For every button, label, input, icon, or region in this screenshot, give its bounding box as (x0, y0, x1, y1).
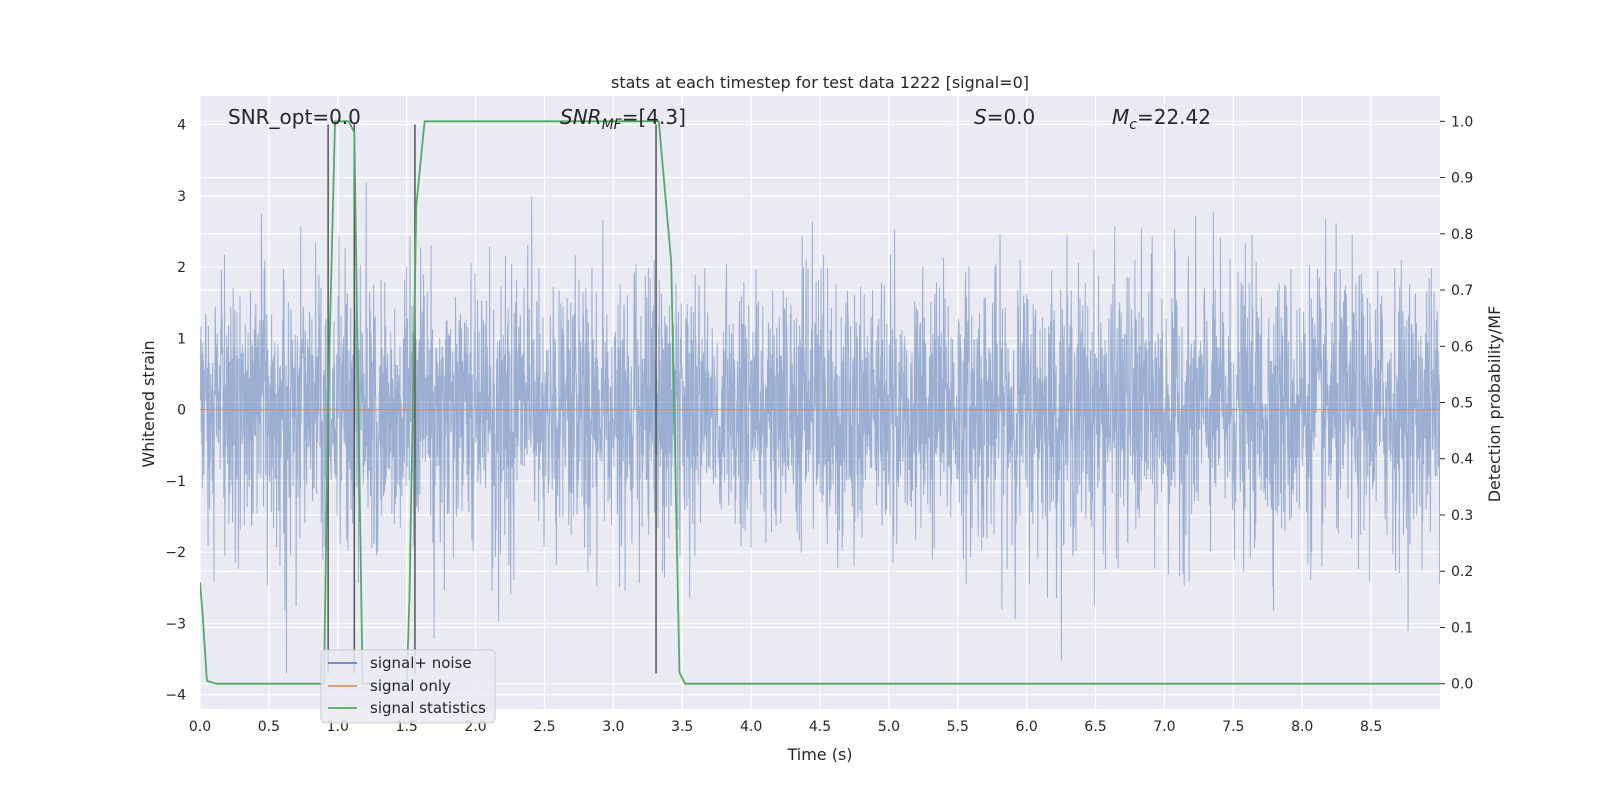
x-tick-label-4-0: 4.0 (740, 719, 762, 735)
y2-axis-ticks: 1.0 0.9 0.8 0.7 0.6 0.5 0.4 0.3 0.2 0.1 0.0 (1440, 114, 1473, 693)
y-tick-label-3: 3 (177, 189, 186, 205)
x-tick-label-4-5: 4.5 (809, 719, 831, 735)
y2-tick-label-0-5: 0.5 (1451, 396, 1473, 412)
x-axis-label: Time (s) (786, 745, 852, 764)
annotation-mc-name: M (1112, 105, 1129, 129)
y-axis-ticks: 4 3 2 1 0 −1 −2 −3 −4 (165, 118, 186, 704)
x-tick-label-7-5: 7.5 (1222, 719, 1244, 735)
x-tick-label-0-5: 0.5 (258, 719, 280, 735)
annotation-snr-mf-sub: MF (602, 117, 623, 133)
y2-tick-label-0-6: 0.6 (1451, 339, 1473, 355)
series-signal-plus-noise-line (200, 182, 1440, 674)
y-tick-label-0: 0 (177, 403, 186, 419)
x-tick-label-5-0: 5.0 (878, 719, 900, 735)
x-tick-label-3-0: 3.0 (602, 719, 624, 735)
y-tick-label-minus-3: −3 (165, 616, 186, 632)
x-tick-label-6-5: 6.5 (1084, 719, 1106, 735)
y2-tick-label-1-0: 1.0 (1451, 114, 1473, 130)
annotation-mc-value: =22.42 (1137, 105, 1211, 129)
y-axis-label: Whitened strain (139, 340, 158, 467)
annotation-snr-mf-value: =[4.3] (622, 105, 686, 129)
chart-title: stats at each timestep for test data 122… (611, 73, 1029, 92)
legend-label-signal-only: signal only (370, 677, 451, 695)
x-tick-label-8-5: 8.5 (1360, 719, 1382, 735)
annotation-s: S=0.0 (974, 105, 1035, 129)
y2-tick-label-0-0: 0.0 (1451, 677, 1473, 693)
y2-tick-label-0-1: 0.1 (1451, 620, 1473, 636)
y2-tick-label-0-4: 0.4 (1451, 452, 1473, 468)
x-tick-label-6-0: 6.0 (1016, 719, 1038, 735)
x-axis-ticks: 0.0 0.5 1.0 1.5 2.0 2.5 3.0 3.5 4.0 4.5 5.0 5.5 6.0 6… (189, 719, 1382, 735)
x-tick-label-0-0: 0.0 (189, 719, 211, 735)
legend-box (320, 649, 496, 724)
annotation-snr-opt: SNR_opt=0.0 (228, 105, 361, 129)
y2-tick-label-0-2: 0.2 (1451, 564, 1473, 580)
annotation-snr-mf-name: SNR (560, 105, 602, 129)
annotation-mc: Mc=22.42 (1112, 105, 1211, 133)
annotation-s-name: S (974, 105, 987, 129)
x-tick-label-2-5: 2.5 (533, 719, 555, 735)
x-tick-label-7-0: 7.0 (1153, 719, 1175, 735)
y2-axis-label: Detection probability/MF (1485, 306, 1504, 503)
y2-tick-label-0-3: 0.3 (1451, 508, 1473, 524)
y-tick-label-1: 1 (177, 331, 186, 347)
annotation-s-value: =0.0 (987, 105, 1036, 129)
series-signal-plus-noise (200, 182, 1440, 674)
x-tick-label-3-5: 3.5 (671, 719, 693, 735)
x-tick-label-8-0: 8.0 (1291, 719, 1313, 735)
legend-label-signal-statistics: signal statistics (370, 699, 486, 717)
y-tick-label-minus-2: −2 (165, 545, 186, 561)
x-tick-label-5-5: 5.5 (947, 719, 969, 735)
y2-tick-label-0-7: 0.7 (1451, 283, 1473, 299)
y-tick-label-minus-4: −4 (165, 688, 186, 704)
legend: signal+ noise signal only signal statist… (320, 649, 496, 724)
annotation-mc-sub: c (1129, 117, 1137, 133)
y-tick-label-minus-1: −1 (165, 474, 186, 490)
y-tick-label-4: 4 (177, 118, 186, 134)
legend-label-signal-plus-noise: signal+ noise (370, 654, 472, 672)
annotation-snr-mf: SNRMF=[4.3] (560, 105, 686, 133)
y2-tick-label-0-9: 0.9 (1451, 171, 1473, 187)
y2-tick-label-0-8: 0.8 (1451, 227, 1473, 243)
y-tick-label-2: 2 (177, 260, 186, 276)
